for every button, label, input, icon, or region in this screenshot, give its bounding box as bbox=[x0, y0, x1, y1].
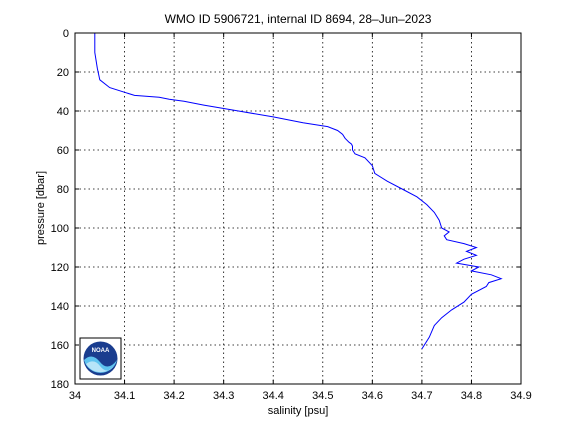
y-tick-label: 80 bbox=[57, 184, 69, 196]
x-tick-label: 34.9 bbox=[510, 390, 531, 402]
chart-title: WMO ID 5906721, internal ID 8694, 28–Jun… bbox=[165, 12, 432, 26]
svg-text:NOAA: NOAA bbox=[92, 348, 110, 354]
y-tick-label: 120 bbox=[51, 262, 69, 274]
x-tick-label: 34.4 bbox=[263, 390, 284, 402]
x-tick-label: 34.7 bbox=[411, 390, 432, 402]
noaa-logo: NOAA bbox=[79, 337, 122, 380]
x-tick-label: 34.1 bbox=[114, 390, 135, 402]
x-tick-label: 34.3 bbox=[213, 390, 234, 402]
y-tick-label: 160 bbox=[51, 340, 69, 352]
y-tick-label: 180 bbox=[51, 379, 69, 391]
y-tick-label: 140 bbox=[51, 301, 69, 313]
y-tick-label: 0 bbox=[63, 28, 69, 40]
plot-frame bbox=[74, 32, 522, 385]
x-tick-label: 34.2 bbox=[163, 390, 184, 402]
y-tick-label: 100 bbox=[51, 223, 69, 235]
grid bbox=[75, 33, 521, 384]
x-tick-label: 34.8 bbox=[461, 390, 482, 402]
x-tick-label: 34.6 bbox=[362, 390, 383, 402]
x-axis-label: salinity [psu] bbox=[268, 405, 329, 417]
x-tick-label: 34 bbox=[69, 390, 81, 402]
x-tick-label: 34.5 bbox=[312, 390, 333, 402]
salinity-profile-line bbox=[94, 33, 503, 350]
y-tick-label: 40 bbox=[57, 106, 69, 118]
y-tick-label: 20 bbox=[57, 67, 69, 79]
plot-area bbox=[74, 32, 522, 385]
ticks: 34 34.1 34.2 34.3 34.4 34.5 34.6 34.7 34.8 34.9 0 2… bbox=[51, 28, 532, 402]
y-axis-label: pressure [dbar] bbox=[35, 171, 47, 245]
y-tick-label: 60 bbox=[57, 145, 69, 157]
series-layer bbox=[94, 33, 503, 350]
